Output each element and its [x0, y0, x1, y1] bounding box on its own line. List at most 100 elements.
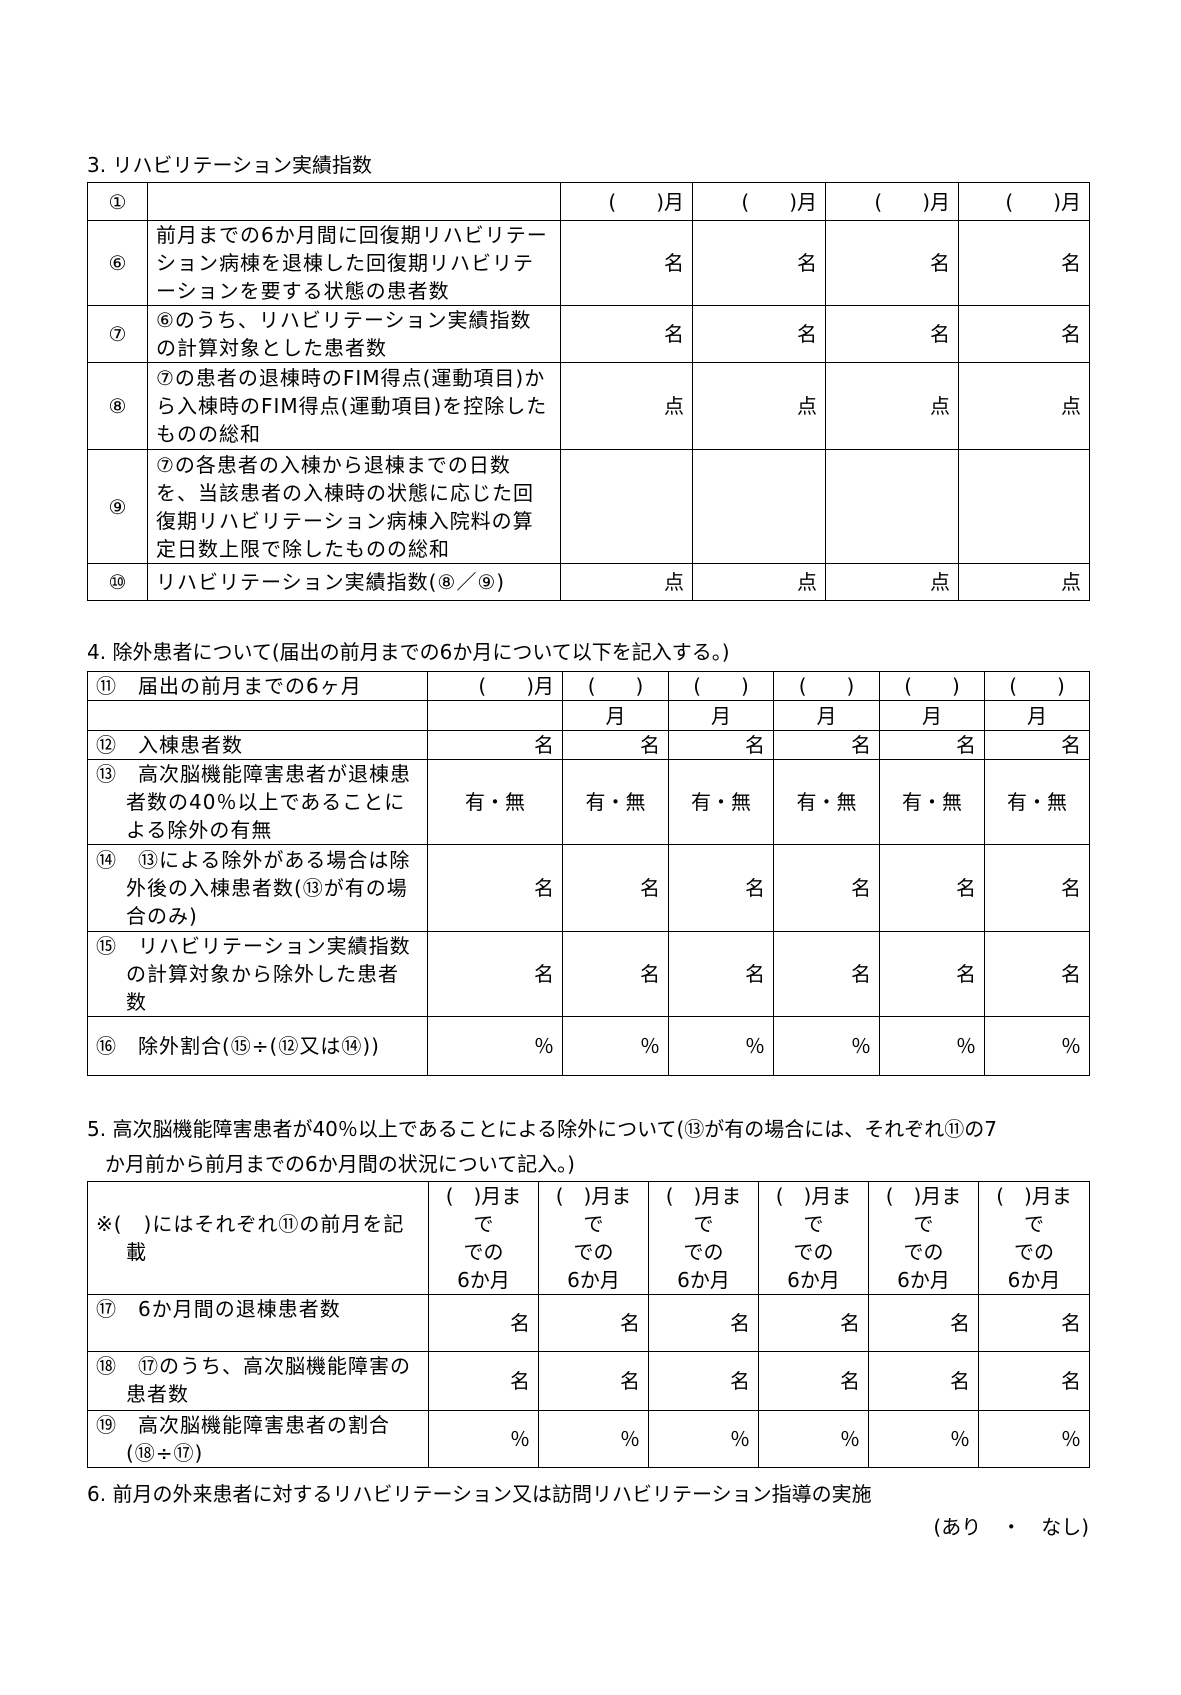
- value-cell[interactable]: 名: [560, 305, 693, 363]
- period-header-line: 6か月: [457, 1268, 510, 1292]
- value-cell[interactable]: 有・無: [427, 759, 563, 845]
- value-cell[interactable]: ％: [538, 1410, 649, 1468]
- value-cell[interactable]: 名: [825, 220, 959, 306]
- value-cell[interactable]: 名: [825, 305, 959, 363]
- value-cell[interactable]: 名: [879, 931, 985, 1017]
- value-cell[interactable]: ％: [562, 1016, 669, 1076]
- month-header-cell[interactable]: ( )月: [427, 671, 563, 701]
- value-cell[interactable]: 名: [958, 305, 1090, 363]
- value-cell[interactable]: 名: [692, 305, 826, 363]
- value-cell[interactable]: 点: [958, 362, 1090, 450]
- value-cell[interactable]: 名: [984, 730, 1090, 760]
- value-cell[interactable]: 名: [668, 844, 774, 932]
- blank-cell: [87, 700, 428, 731]
- value-cell[interactable]: 名: [538, 1294, 649, 1352]
- value-cell[interactable]: 名: [562, 730, 669, 760]
- value-cell[interactable]: 名: [692, 220, 826, 306]
- row-label: 前月までの6か月間に回復期リハビリテーション病棟を退棟した回復期リハビリテーショ…: [147, 220, 561, 306]
- value-cell[interactable]: ％: [648, 1410, 759, 1468]
- value-cell[interactable]: 名: [773, 931, 880, 1017]
- value-cell[interactable]: ％: [427, 1016, 563, 1076]
- value-cell[interactable]: 名: [427, 844, 563, 932]
- value-cell[interactable]: 名: [758, 1351, 869, 1411]
- value-cell[interactable]: ％: [879, 1016, 985, 1076]
- period-header-line: 6か月: [1007, 1268, 1061, 1292]
- row-label: ⑰ 6か月間の退棟患者数: [87, 1294, 429, 1352]
- period-header-cell[interactable]: ( )月まで での 6か月: [868, 1181, 979, 1295]
- value-cell[interactable]: ％: [978, 1410, 1090, 1468]
- value-cell[interactable]: 有・無: [562, 759, 669, 845]
- value-cell[interactable]: 名: [562, 931, 669, 1017]
- month-header-cell[interactable]: ( )月: [692, 182, 826, 221]
- value-cell[interactable]: 名: [538, 1351, 649, 1411]
- value-cell[interactable]: 名: [978, 1294, 1090, 1352]
- value-cell[interactable]: 名: [958, 220, 1090, 306]
- value-cell[interactable]: 点: [825, 563, 959, 601]
- value-cell[interactable]: 点: [958, 563, 1090, 601]
- value-cell[interactable]: [560, 449, 693, 564]
- value-cell[interactable]: 名: [428, 1351, 539, 1411]
- value-cell[interactable]: 名: [868, 1351, 979, 1411]
- month-paren-cell[interactable]: ( ): [773, 671, 880, 701]
- month-paren-cell[interactable]: ( ): [879, 671, 985, 701]
- row-number: ⑩: [87, 563, 148, 601]
- row-label: ⑲ 高次脳機能障害患者の割合(⑱÷⑰): [87, 1410, 429, 1468]
- month-suffix-cell: 月: [562, 700, 669, 731]
- month-header-cell[interactable]: ( )月: [958, 182, 1090, 221]
- month-paren-cell[interactable]: ( ): [562, 671, 669, 701]
- value-cell[interactable]: 名: [984, 931, 1090, 1017]
- value-cell[interactable]: 名: [560, 220, 693, 306]
- value-cell[interactable]: 有・無: [668, 759, 774, 845]
- table-row: ⑪ 届出の前月までの6ヶ月( )月( )( )( )( )( ): [87, 671, 1090, 701]
- value-cell[interactable]: 名: [562, 844, 669, 932]
- value-cell[interactable]: 名: [879, 730, 985, 760]
- value-cell[interactable]: 名: [758, 1294, 869, 1352]
- row-label: ⑥のうち、リハビリテーション実績指数の計算対象とした患者数: [147, 305, 561, 363]
- value-cell[interactable]: 名: [668, 931, 774, 1017]
- value-cell[interactable]: 名: [648, 1294, 759, 1352]
- value-cell[interactable]: ％: [428, 1410, 539, 1468]
- value-cell[interactable]: 有・無: [773, 759, 880, 845]
- month-paren-cell[interactable]: ( ): [668, 671, 774, 701]
- value-cell[interactable]: ％: [984, 1016, 1090, 1076]
- month-header-cell[interactable]: ( )月: [560, 182, 693, 221]
- period-header-cell[interactable]: ( )月まで での 6か月: [758, 1181, 869, 1295]
- period-header-cell[interactable]: ( )月まで での 6か月: [978, 1181, 1090, 1295]
- value-cell[interactable]: 点: [560, 563, 693, 601]
- value-cell[interactable]: 名: [868, 1294, 979, 1352]
- value-cell[interactable]: 点: [692, 362, 826, 450]
- period-header-line: ( )月まで: [996, 1184, 1072, 1236]
- value-cell[interactable]: ％: [758, 1410, 869, 1468]
- value-cell[interactable]: 名: [978, 1351, 1090, 1411]
- value-cell[interactable]: 点: [692, 563, 826, 601]
- value-cell[interactable]: ％: [773, 1016, 880, 1076]
- value-cell[interactable]: [825, 449, 959, 564]
- value-cell[interactable]: 点: [560, 362, 693, 450]
- period-header-cell[interactable]: ( )月まで での 6か月: [538, 1181, 649, 1295]
- value-cell[interactable]: 名: [773, 844, 880, 932]
- period-header-line: での: [463, 1240, 504, 1264]
- value-cell[interactable]: 名: [427, 931, 563, 1017]
- table-row: ⑯ 除外割合(⑮÷(⑫又は⑭)) ％％％％％％: [87, 1016, 1090, 1076]
- value-cell[interactable]: 名: [427, 730, 563, 760]
- value-cell[interactable]: 名: [879, 844, 985, 932]
- value-cell[interactable]: [958, 449, 1090, 564]
- value-cell[interactable]: [692, 449, 826, 564]
- value-cell[interactable]: 名: [984, 844, 1090, 932]
- value-cell[interactable]: 有・無: [879, 759, 985, 845]
- month-paren-cell[interactable]: ( ): [984, 671, 1090, 701]
- period-header-cell[interactable]: ( )月まで での 6か月: [428, 1181, 539, 1295]
- value-cell[interactable]: 有・無: [984, 759, 1090, 845]
- value-cell[interactable]: 名: [773, 730, 880, 760]
- value-cell[interactable]: 名: [428, 1294, 539, 1352]
- period-header-cell[interactable]: ( )月まで での 6か月: [648, 1181, 759, 1295]
- month-header-cell[interactable]: ( )月: [825, 182, 959, 221]
- value-cell[interactable]: 点: [825, 362, 959, 450]
- section6-choice[interactable]: (あり ・ なし): [933, 1515, 1089, 1539]
- value-cell[interactable]: ％: [668, 1016, 774, 1076]
- period-header-line: ( )月まで: [775, 1184, 852, 1236]
- row-label: ⑪ 届出の前月までの6ヶ月: [87, 671, 428, 701]
- value-cell[interactable]: 名: [648, 1351, 759, 1411]
- value-cell[interactable]: 名: [668, 730, 774, 760]
- value-cell[interactable]: ％: [868, 1410, 979, 1468]
